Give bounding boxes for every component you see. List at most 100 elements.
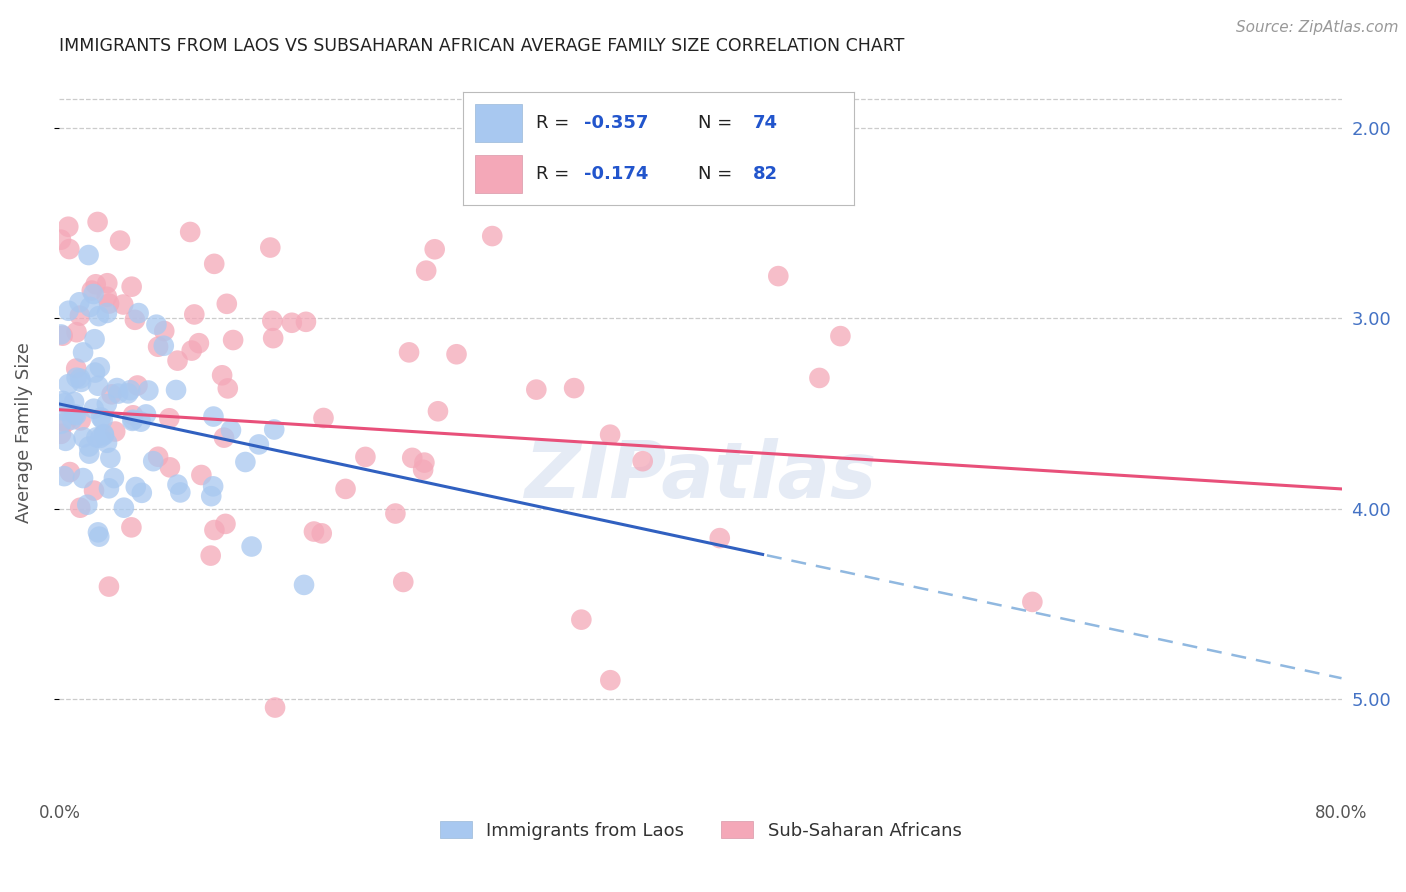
- Point: [169, 485, 191, 500]
- Point: [70, 375, 93, 389]
- Point: [599, 673, 621, 688]
- Point: [120, 383, 142, 397]
- Point: [77, 447, 100, 461]
- Point: [117, 386, 139, 401]
- Point: [631, 454, 654, 468]
- Point: [89, 431, 111, 445]
- Point: [768, 269, 790, 284]
- Point: [384, 507, 406, 521]
- Point: [146, 340, 169, 354]
- Point: [96, 306, 118, 320]
- Point: [80, 284, 103, 298]
- Point: [302, 524, 325, 539]
- Point: [104, 425, 127, 439]
- Point: [83, 332, 105, 346]
- Point: [830, 329, 852, 343]
- Point: [262, 331, 284, 345]
- Point: [165, 383, 187, 397]
- Point: [65, 325, 87, 339]
- Point: [562, 381, 585, 395]
- Point: [69, 371, 91, 385]
- Point: [49, 327, 72, 342]
- Point: [202, 479, 225, 493]
- Point: [55, 415, 77, 429]
- Point: [214, 516, 236, 531]
- Point: [426, 404, 449, 418]
- Point: [153, 324, 176, 338]
- Point: [69, 500, 91, 515]
- Point: [63, 408, 86, 422]
- Point: [200, 489, 222, 503]
- Point: [49, 426, 72, 441]
- Point: [112, 297, 135, 311]
- Point: [166, 477, 188, 491]
- Point: [86, 215, 108, 229]
- Point: [83, 401, 105, 416]
- Point: [127, 378, 149, 392]
- Point: [292, 578, 315, 592]
- Point: [166, 353, 188, 368]
- Point: [128, 306, 150, 320]
- Point: [52, 403, 75, 417]
- Point: [58, 303, 80, 318]
- Point: [96, 435, 118, 450]
- Point: [98, 296, 121, 310]
- Point: [263, 423, 285, 437]
- Point: [89, 360, 111, 375]
- Point: [247, 437, 270, 451]
- Point: [87, 525, 110, 540]
- Point: [415, 263, 437, 277]
- Point: [354, 450, 377, 464]
- Point: [121, 414, 143, 428]
- Point: [264, 700, 287, 714]
- Point: [77, 248, 100, 262]
- Point: [49, 417, 72, 431]
- Point: [219, 423, 242, 437]
- Point: [72, 345, 94, 359]
- Point: [76, 498, 98, 512]
- Point: [65, 409, 87, 423]
- Point: [599, 427, 621, 442]
- Point: [138, 384, 160, 398]
- Point: [200, 549, 222, 563]
- Point: [412, 463, 434, 477]
- Point: [107, 386, 129, 401]
- Point: [87, 378, 110, 392]
- Point: [52, 393, 75, 408]
- Point: [125, 480, 148, 494]
- Point: [142, 454, 165, 468]
- Point: [124, 313, 146, 327]
- Point: [423, 242, 446, 256]
- Point: [96, 397, 118, 411]
- Point: [212, 431, 235, 445]
- Point: [93, 427, 115, 442]
- Point: [129, 415, 152, 429]
- Point: [146, 450, 169, 464]
- Point: [72, 471, 94, 485]
- Text: ZIPatlas: ZIPatlas: [524, 438, 876, 514]
- Point: [58, 377, 80, 392]
- Point: [72, 430, 94, 444]
- Point: [122, 413, 145, 427]
- Point: [103, 471, 125, 485]
- Point: [569, 613, 592, 627]
- Point: [83, 483, 105, 498]
- Point: [179, 225, 201, 239]
- Point: [131, 486, 153, 500]
- Point: [157, 411, 180, 425]
- Point: [152, 339, 174, 353]
- Point: [87, 309, 110, 323]
- Point: [413, 456, 436, 470]
- Point: [79, 300, 101, 314]
- Point: [97, 481, 120, 495]
- Text: IMMIGRANTS FROM LAOS VS SUBSAHARAN AFRICAN AVERAGE FAMILY SIZE CORRELATION CHART: IMMIGRANTS FROM LAOS VS SUBSAHARAN AFRIC…: [59, 37, 905, 55]
- Point: [159, 460, 181, 475]
- Point: [55, 434, 77, 448]
- Point: [96, 277, 118, 291]
- Point: [262, 314, 284, 328]
- Text: Source: ZipAtlas.com: Source: ZipAtlas.com: [1236, 20, 1399, 35]
- Point: [446, 347, 468, 361]
- Point: [67, 295, 90, 310]
- Point: [204, 523, 226, 537]
- Point: [398, 345, 420, 359]
